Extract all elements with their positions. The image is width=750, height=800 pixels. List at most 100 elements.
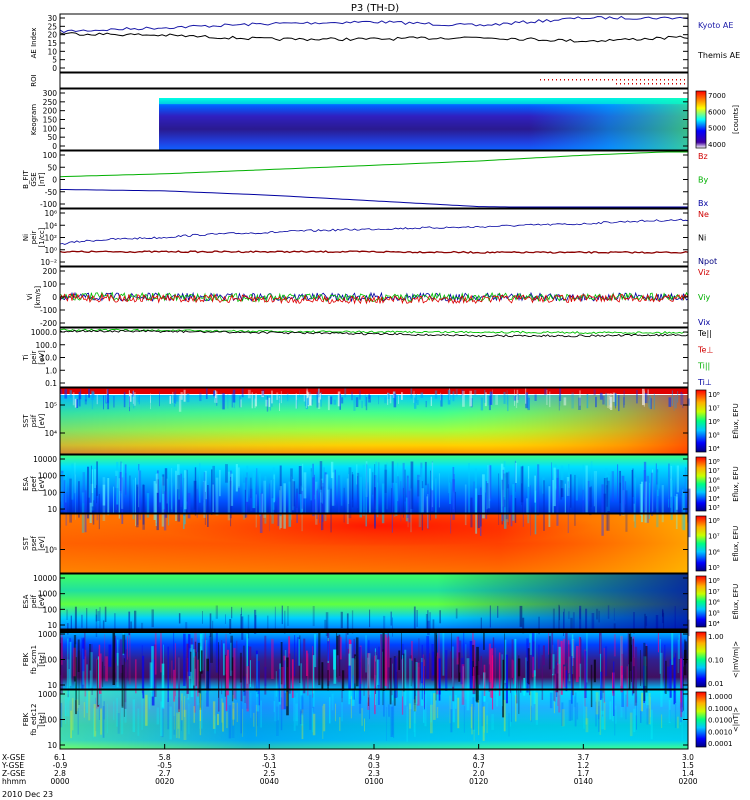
texture-fbk1 (548, 631, 550, 655)
texture-fbk2 (478, 700, 480, 736)
texture-fbk1 (571, 634, 574, 675)
ytick-label-bfit-4: -100 (40, 200, 57, 209)
texture-esa1 (378, 462, 380, 505)
texture-esa1 (656, 484, 659, 528)
texture-fbk1 (575, 646, 579, 683)
texture-esa1 (94, 469, 97, 488)
texture-fbk1 (173, 669, 176, 702)
texture-sst1 (368, 393, 370, 399)
texture-fbk1 (578, 636, 581, 677)
colorbar-keo (695, 90, 707, 149)
ytick-label-keo-6: 0 (52, 142, 57, 151)
texture-esa1 (684, 467, 687, 511)
texture-esa1 (91, 469, 94, 493)
texture-sst1 (150, 395, 151, 403)
texture-esa1 (498, 473, 500, 525)
texture-sst1 (295, 393, 297, 409)
ylabel-sst2-1: psef (30, 536, 38, 551)
texture-fbk1 (97, 656, 99, 705)
texture-fbk1 (488, 643, 491, 683)
texture-fbk1 (104, 634, 106, 666)
texture-esa2 (497, 605, 499, 618)
ytick-label-esa1-2: 100 (43, 488, 58, 497)
xtick-label-6-1: 1.5 (682, 761, 694, 770)
texture-esa1 (98, 494, 100, 530)
texture-fbk1 (127, 636, 128, 660)
xtick-label-1-2: 2.7 (159, 769, 171, 778)
texture-fbk2 (60, 702, 63, 728)
roi-dot (608, 79, 609, 81)
texture-esa1 (63, 480, 66, 512)
texture-fbk1 (511, 639, 514, 679)
texture-esa1 (230, 470, 232, 491)
colorbar-tick-keo-0: 7000 (708, 92, 726, 100)
texture-esa1 (82, 472, 85, 504)
texture-fbk2 (641, 692, 643, 712)
texture-sst1 (525, 388, 527, 404)
xtick-label-6-3: 0200 (678, 777, 697, 786)
colorbar-tick-sst1-4: 10⁴ (708, 445, 720, 453)
texture-esa1 (397, 462, 399, 502)
texture-fbk1 (98, 644, 101, 694)
colorbar-tick-keo-3: 4000 (708, 141, 726, 149)
texture-esa1 (406, 475, 409, 518)
colorbar-tick-fbk2-2: 0.0100 (708, 717, 733, 725)
texture-esa1 (620, 475, 623, 513)
texture-esa2 (392, 617, 393, 637)
texture-esa1 (319, 461, 323, 490)
texture-fbk1 (511, 659, 513, 678)
texture-esa1 (320, 492, 322, 514)
texture-sst1 (133, 392, 136, 406)
texture-esa1 (394, 473, 396, 517)
texture-fbk2 (106, 703, 108, 734)
texture-fbk1 (471, 644, 475, 676)
texture-fbk2 (301, 713, 304, 726)
texture-esa2 (134, 610, 137, 631)
texture-sst1 (384, 397, 387, 404)
texture-esa1 (427, 483, 429, 530)
texture-fbk1 (396, 671, 398, 691)
texture-fbk1 (183, 633, 186, 686)
texture-sst1 (364, 394, 367, 407)
texture-esa1 (369, 468, 371, 515)
texture-fbk2 (295, 693, 298, 726)
texture-sst1 (280, 391, 282, 404)
texture-esa1 (668, 463, 670, 500)
texture-esa1 (71, 463, 74, 500)
texture-esa1 (405, 497, 408, 522)
texture-esa1 (374, 487, 376, 529)
texture-esa1 (485, 476, 486, 493)
texture-fbk1 (374, 655, 376, 715)
texture-sst1 (571, 392, 574, 409)
legend-ni-1: Ni (698, 234, 706, 243)
texture-esa2 (455, 608, 458, 619)
ytick-label-ni-2: 10² (44, 234, 57, 243)
texture-fbk2 (472, 697, 475, 730)
texture-fbk2 (276, 706, 279, 736)
ylabel-sst2-0: SST (22, 536, 30, 550)
texture-sst1 (593, 389, 596, 396)
texture-esa1 (606, 477, 608, 507)
texture-fbk2 (614, 709, 616, 736)
texture-esa1 (310, 471, 312, 501)
texture-sst1 (333, 399, 337, 405)
xaxis-row-label-3: hhmm (2, 777, 26, 786)
texture-fbk1 (465, 644, 467, 700)
texture-esa1 (322, 471, 324, 504)
texture-fbk2 (583, 697, 585, 729)
texture-fbk2 (454, 694, 457, 709)
texture-sst1 (309, 393, 312, 406)
texture-fbk1 (283, 655, 286, 685)
texture-fbk1 (632, 639, 634, 694)
texture-fbk1 (67, 654, 69, 698)
texture-esa1 (480, 495, 482, 527)
texture-fbk2 (535, 695, 538, 725)
texture-fbk2 (199, 707, 202, 736)
texture-fbk2 (430, 692, 432, 723)
texture-esa2 (579, 605, 582, 630)
texture-esa1 (186, 469, 188, 502)
roi-dot (656, 79, 657, 81)
texture-fbk1 (60, 637, 63, 694)
texture-fbk2 (274, 690, 277, 722)
